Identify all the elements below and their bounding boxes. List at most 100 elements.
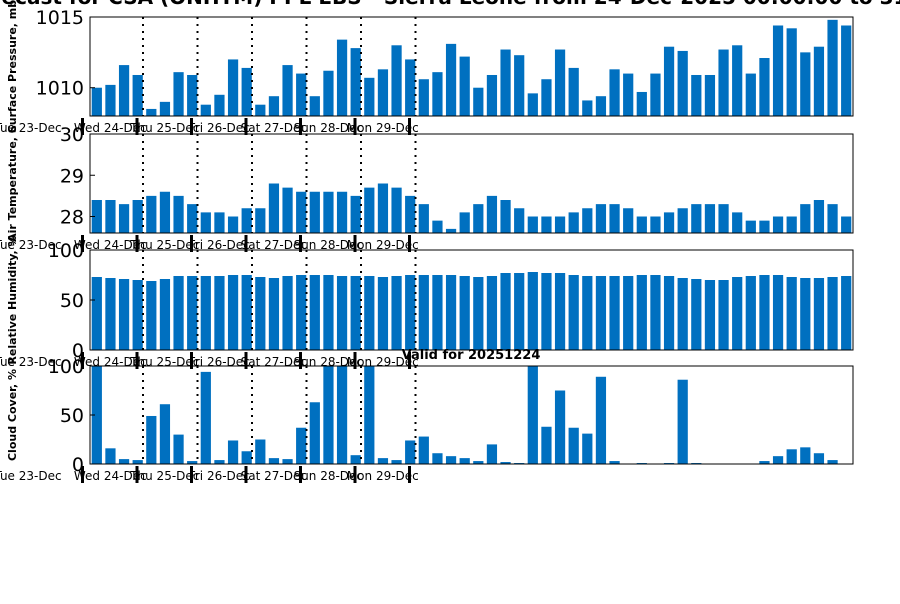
- y-tick-label: 50: [60, 290, 84, 312]
- bar: [227, 440, 239, 464]
- bar: [377, 458, 389, 464]
- bar: [214, 212, 225, 234]
- bar: [568, 67, 579, 116]
- bar: [132, 74, 143, 116]
- bar: [595, 276, 607, 350]
- bar: [745, 276, 756, 350]
- x-day-label: Fri 26-Dec: [189, 469, 250, 483]
- bar: [459, 212, 470, 234]
- bar: [282, 459, 293, 464]
- bar: [459, 276, 470, 350]
- bar: [623, 276, 634, 350]
- bar: [473, 87, 484, 116]
- bar: [582, 208, 593, 233]
- bar: [568, 427, 579, 464]
- bar: [173, 72, 184, 116]
- bar: [554, 273, 566, 350]
- bar: [582, 433, 593, 464]
- bar: [282, 65, 293, 116]
- x-major-tick: [408, 118, 411, 135]
- bar: [187, 276, 198, 350]
- plot-frame: [89, 16, 854, 117]
- bar: [636, 216, 647, 233]
- bar: [377, 183, 389, 233]
- bar: [732, 212, 743, 234]
- x-day-label: Sun 28-Dec: [294, 121, 363, 135]
- bar: [132, 460, 143, 464]
- x-major-tick: [353, 118, 357, 135]
- bar: [364, 276, 375, 350]
- bar: [486, 195, 498, 233]
- x-day-label: Fri 26-Dec: [189, 238, 250, 252]
- y-axis-title: Cloud Cover, %: [6, 369, 19, 461]
- bar: [759, 220, 770, 233]
- bar: [568, 275, 579, 350]
- bar: [732, 45, 743, 116]
- bar: [91, 87, 102, 116]
- bar: [309, 96, 320, 116]
- x-day-label: Thu 25-Dec: [129, 121, 199, 135]
- bar: [527, 216, 538, 233]
- x-day-label: Sun 28-Dec: [294, 238, 363, 252]
- bar: [759, 461, 770, 464]
- bar: [227, 59, 239, 116]
- bar: [732, 277, 743, 350]
- x-major-tick: [135, 235, 139, 252]
- bar: [473, 204, 484, 234]
- bar: [268, 96, 280, 116]
- bar: [650, 216, 661, 233]
- bar: [786, 449, 797, 464]
- x-day-label: Wed 24-Dec: [74, 121, 147, 135]
- bar: [500, 462, 511, 464]
- x-major-tick: [299, 118, 302, 135]
- bar: [500, 273, 511, 350]
- bar: [841, 276, 852, 350]
- bar: [105, 84, 116, 116]
- bar: [418, 79, 429, 116]
- x-major-tick: [81, 352, 84, 369]
- bar: [568, 212, 579, 234]
- bar: [800, 447, 811, 464]
- x-day-label: Mon 29-Dec: [347, 121, 419, 135]
- bar: [432, 220, 443, 233]
- bar: [336, 191, 348, 233]
- bar: [350, 276, 361, 350]
- bar: [772, 275, 784, 350]
- bar: [759, 58, 770, 116]
- x-major-tick: [353, 466, 357, 483]
- bar: [105, 448, 116, 464]
- bar: [405, 275, 416, 350]
- bar: [800, 52, 811, 116]
- bar: [759, 275, 770, 350]
- bar: [214, 276, 225, 350]
- bar: [432, 275, 443, 350]
- bar: [350, 48, 361, 116]
- chart-title: ECMWF forecast for CSA (ONHTM) PPL EBS -…: [0, 0, 900, 9]
- x-major-tick: [408, 352, 411, 369]
- bar: [146, 195, 157, 233]
- bar: [677, 50, 688, 116]
- x-major-tick: [190, 352, 193, 369]
- bar: [296, 275, 307, 350]
- bar: [132, 200, 143, 233]
- bar: [91, 366, 102, 464]
- bar: [132, 280, 143, 350]
- x-major-tick: [244, 235, 248, 252]
- x-day-label: Fri 26-Dec: [189, 121, 250, 135]
- y-tick-label: 0: [72, 340, 84, 362]
- bar: [241, 67, 252, 116]
- bar: [514, 208, 525, 233]
- bar: [364, 366, 375, 464]
- bar: [691, 204, 702, 234]
- bar: [282, 276, 293, 350]
- x-start-label: Tue 23-Dec: [0, 469, 62, 483]
- x-major-tick: [353, 352, 357, 369]
- bar: [282, 187, 293, 233]
- x-major-tick: [244, 352, 248, 369]
- bar: [663, 212, 675, 234]
- bar: [227, 216, 239, 233]
- bar: [541, 426, 552, 464]
- x-day-label: Sun 28-Dec: [294, 469, 363, 483]
- bar: [704, 74, 716, 116]
